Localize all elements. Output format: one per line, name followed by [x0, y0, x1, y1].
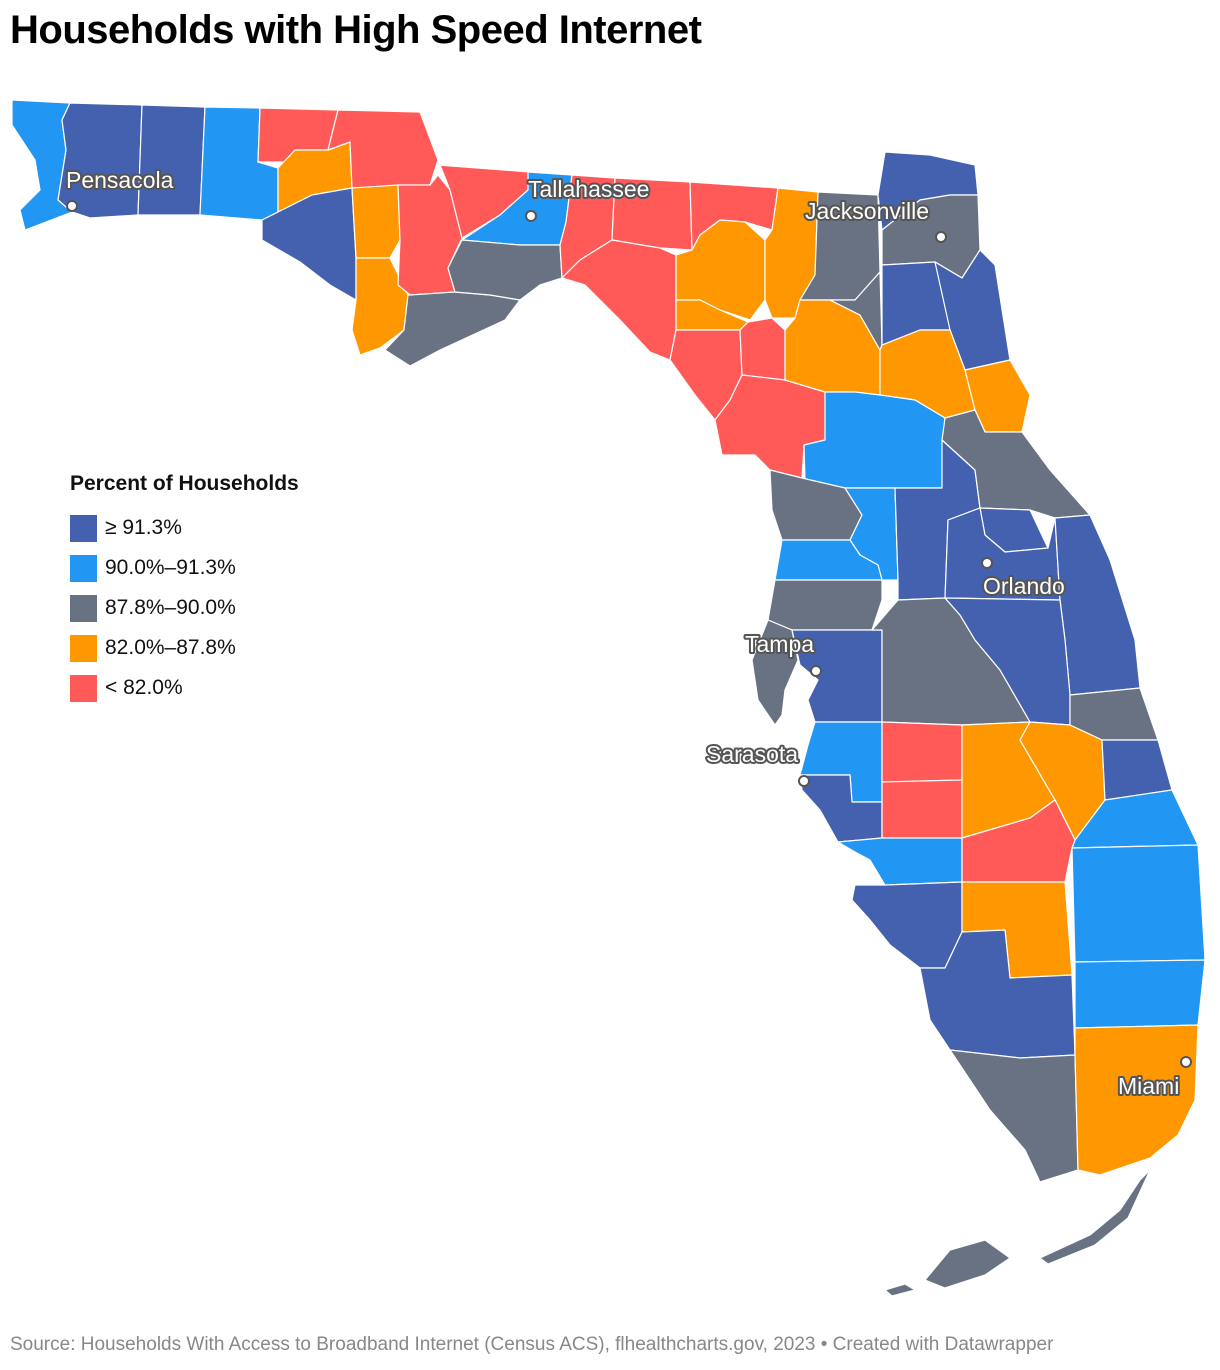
city-tampa: Tampa [743, 629, 822, 677]
city-label-sarasota: Sarasota [706, 741, 798, 767]
city-label-tampa: Tampa [745, 631, 814, 657]
legend-title: Percent of Households [70, 472, 299, 495]
county-monroe-mainland[interactable] [949, 1049, 1079, 1183]
county-gilchrist[interactable] [739, 317, 786, 381]
city-pensacola: Pensacola [64, 165, 176, 212]
city-label-jacksonville: Jacksonville [805, 198, 929, 224]
county-palm-beach[interactable] [1071, 844, 1206, 963]
county-miami-dade[interactable] [1074, 1024, 1199, 1176]
county-broward[interactable] [1074, 959, 1206, 1029]
city-label-orlando: Orlando [983, 573, 1065, 599]
county-suwannee[interactable] [675, 219, 766, 321]
legend-item: 82.0%–87.8% [70, 628, 299, 668]
county-keys-small[interactable] [884, 1283, 916, 1297]
county-wakulla[interactable] [447, 239, 563, 301]
legend-swatch [70, 554, 97, 582]
city-label-tallahassee: Tallahassee [528, 176, 649, 202]
county-madison[interactable] [611, 177, 693, 251]
city-jacksonville: Jacksonville [803, 196, 947, 243]
legend-items: ≥ 91.3% 90.0%–91.3% 87.8%–90.0% 82.0%–87.8%… [70, 508, 299, 708]
map-title: Households with High Speed Internet [10, 8, 702, 52]
city-label-pensacola: Pensacola [66, 167, 174, 193]
legend-label: ≥ 91.3% [105, 516, 182, 539]
county-okaloosa[interactable] [137, 104, 206, 216]
county-pasco[interactable] [767, 579, 883, 631]
legend-label: 87.8%–90.0% [105, 596, 236, 619]
county-calhoun[interactable] [351, 184, 401, 259]
legend-swatch [70, 514, 97, 542]
county-desoto[interactable] [881, 779, 963, 839]
legend-swatch [70, 594, 97, 622]
legend: Percent of Households ≥ 91.3% 90.0%–91.3%… [70, 472, 299, 708]
legend-item: 87.8%–90.0% [70, 588, 299, 628]
legend-swatch [70, 674, 97, 702]
city-orlando: Orlando [981, 557, 1067, 601]
legend-swatch [70, 634, 97, 662]
florida-county-map: Pensacola Tallahassee Jacksonville Orlan… [11, 99, 1206, 1297]
county-hardee[interactable] [881, 721, 963, 783]
county-charlotte[interactable] [837, 837, 963, 886]
county-lee[interactable] [851, 881, 963, 969]
legend-label: 82.0%–87.8% [105, 636, 236, 659]
county-gulf[interactable] [351, 257, 409, 356]
legend-item: ≥ 91.3% [70, 508, 299, 548]
source-note: Source: Households With Access to Broadb… [10, 1334, 1054, 1355]
city-label-miami: Miami [1118, 1073, 1179, 1099]
county-keys-large[interactable] [924, 1239, 1011, 1289]
city-tallahassee: Tallahassee [525, 174, 651, 222]
legend-item: 90.0%–91.3% [70, 548, 299, 588]
legend-label: 90.0%–91.3% [105, 556, 236, 579]
city-miami: Miami [1116, 1056, 1192, 1101]
county-marion[interactable] [803, 391, 946, 489]
county-keys-chain[interactable] [1039, 1169, 1151, 1265]
legend-item: < 82.0% [70, 668, 299, 708]
county-bay[interactable] [261, 187, 357, 301]
legend-label: < 82.0% [105, 676, 183, 699]
city-sarasota: Sarasota [704, 739, 810, 787]
county-collier[interactable] [919, 929, 1076, 1059]
